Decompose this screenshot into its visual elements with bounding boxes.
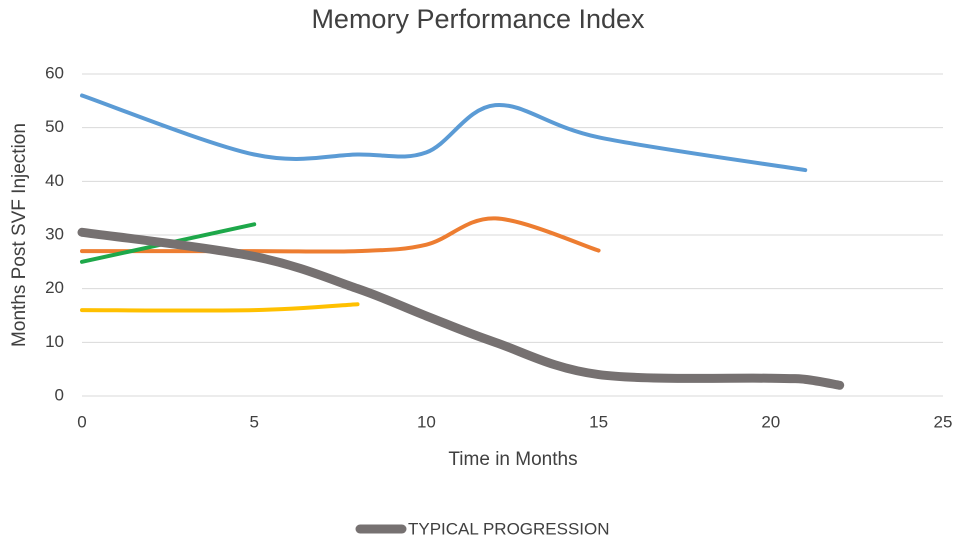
y-tick-label: 40 bbox=[45, 171, 64, 190]
x-tick-label: 0 bbox=[77, 412, 86, 431]
legend-label: TYPICAL PROGRESSION bbox=[408, 519, 610, 538]
series-line bbox=[80, 302, 360, 313]
y-axis-label: Months Post SVF Injection bbox=[9, 123, 30, 347]
x-tick-label: 15 bbox=[589, 412, 608, 431]
x-tick-label: 5 bbox=[249, 412, 258, 431]
y-tick-label: 20 bbox=[45, 278, 64, 297]
x-tick-label: 20 bbox=[761, 412, 780, 431]
series-line bbox=[77, 227, 845, 390]
y-tick-label: 30 bbox=[45, 224, 64, 243]
y-tick-label: 60 bbox=[45, 63, 64, 82]
chart-title: Memory Performance Index bbox=[311, 4, 645, 34]
series-line bbox=[80, 93, 808, 173]
y-tick-label: 10 bbox=[45, 332, 64, 351]
x-tick-label: 25 bbox=[934, 412, 953, 431]
y-tick-label: 0 bbox=[55, 385, 64, 404]
x-axis-label: Time in Months bbox=[448, 449, 577, 470]
x-tick-label: 10 bbox=[417, 412, 436, 431]
y-tick-label: 50 bbox=[45, 117, 64, 136]
